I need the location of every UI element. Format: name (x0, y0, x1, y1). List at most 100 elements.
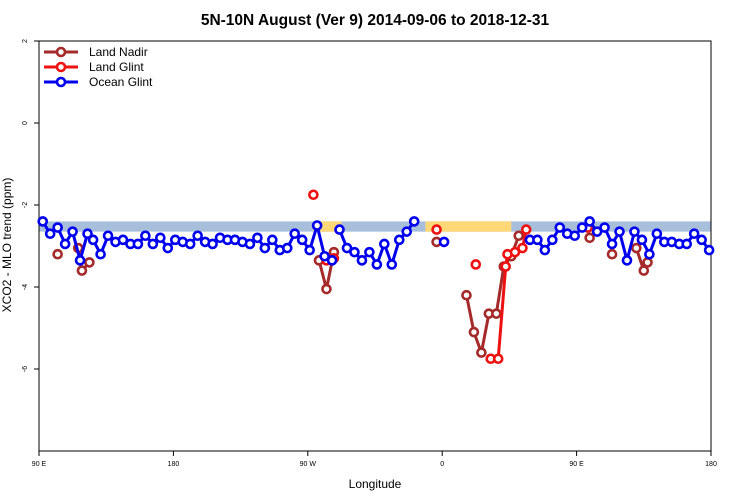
ocean-glint-point (334, 224, 345, 235)
land-nadir-point (638, 265, 650, 276)
chart-title: 5N-10N August (Ver 9) 2014-09-06 to 2018… (201, 12, 550, 29)
ocean-glint-point (341, 242, 353, 254)
y-tick-label: 0 (22, 121, 29, 125)
ocean-glint-point (296, 234, 308, 246)
ocean-glint-point (688, 228, 700, 239)
x-tick-label: 90 E (569, 461, 584, 468)
ocean-glint-point (379, 238, 390, 250)
legend-marker-land-glint (55, 61, 67, 73)
legend-marker-land-nadir (55, 46, 67, 58)
ocean-glint-point (584, 216, 595, 227)
band-2 (425, 221, 512, 232)
ocean-glint-point (386, 259, 398, 270)
y-axis-label: XCO2 - MLO trend (ppm) (0, 178, 14, 313)
land-nadir-point (476, 347, 487, 358)
ocean-glint-point (319, 250, 330, 262)
land-nadir-point (491, 308, 502, 319)
ocean-glint-point (192, 230, 203, 242)
ocean-glint-point (569, 230, 581, 242)
ocean-glint-point (636, 234, 648, 246)
ocean-glint-point (621, 255, 633, 266)
land-glint-point (509, 246, 521, 258)
ocean-glint-point (244, 238, 256, 250)
land-glint-point (431, 224, 442, 235)
ocean-glint-point (576, 222, 588, 233)
ocean-glint-point (606, 238, 618, 250)
ocean-glint-point (591, 226, 603, 237)
ocean-glint-point (207, 238, 218, 250)
ocean-glint-point (599, 222, 610, 233)
ocean-glint-point (184, 238, 196, 250)
ocean-glint-point (651, 228, 663, 239)
ocean-glint-point (267, 234, 278, 246)
y-tick-label: -2 (22, 202, 29, 208)
land-glint-point (470, 259, 482, 270)
ocean-glint-point (259, 242, 271, 254)
ocean-glint-point (82, 228, 93, 239)
ocean-glint-point (59, 238, 71, 250)
band-0 (39, 221, 711, 232)
land-nadir-point (52, 248, 63, 260)
ocean-glint-point (311, 220, 323, 231)
x-tick-label: 90 E (32, 461, 47, 468)
ocean-glint-point (438, 236, 450, 248)
ocean-glint-point (37, 216, 49, 227)
land-glint-point (492, 353, 504, 365)
land-glint-point (520, 224, 532, 235)
x-tick-label: 180 (168, 461, 180, 468)
land-glint-point (308, 189, 319, 201)
ocean-glint-point (252, 232, 263, 244)
ocean-glint-point (703, 244, 715, 256)
ocean-glint-point (289, 228, 301, 239)
ocean-glint-point (44, 228, 56, 239)
ocean-glint-point (52, 222, 63, 233)
ocean-glint-point (364, 246, 375, 258)
ocean-glint-point (681, 238, 693, 250)
ocean-glint-point (371, 259, 383, 270)
land-glint-point (517, 242, 528, 254)
ocean-glint-point (87, 234, 99, 246)
ocean-glint-point (539, 244, 551, 256)
legend-label-land-nadir: Land Nadir (89, 45, 148, 59)
ocean-glint-point (304, 244, 315, 256)
ocean-glint-point (696, 234, 707, 246)
ocean-glint-point (554, 222, 566, 233)
land-nadir-point (513, 230, 525, 242)
ocean-glint-point (67, 226, 78, 237)
ocean-glint-point (393, 234, 405, 246)
ocean-glint-point (117, 234, 129, 246)
x-tick-label: 90 W (300, 461, 317, 468)
ocean-glint-point (401, 226, 413, 237)
land-nadir-point (461, 289, 472, 301)
ocean-glint-point (74, 255, 86, 266)
band-1 (313, 221, 342, 232)
land-glint-point (500, 261, 511, 272)
ocean-glint-point (140, 230, 151, 242)
land-nadir-point (584, 232, 595, 244)
ocean-glint-point (155, 232, 166, 244)
land-nadir-point (84, 257, 95, 268)
ocean-glint-point (162, 242, 174, 254)
land-nadir-point (321, 283, 332, 295)
ocean-glint-point (147, 238, 159, 250)
y-tick-label: -4 (22, 284, 29, 290)
ocean-glint-point (132, 238, 144, 250)
land-nadir-point (468, 326, 480, 338)
ocean-glint-point (629, 226, 640, 237)
x-tick-label: 0 (440, 461, 444, 468)
legend-marker-ocean-glint (55, 76, 67, 88)
land-nadir-point (631, 242, 642, 254)
land-nadir-point (606, 248, 618, 260)
ocean-glint-point (102, 230, 114, 242)
ocean-glint-point (547, 234, 558, 246)
land-nadir-point (642, 257, 653, 268)
ocean-glint-point (349, 246, 360, 258)
legend-label-land-glint: Land Glint (89, 60, 144, 74)
y-tick-label: 2 (22, 39, 29, 43)
ocean-glint-point (281, 242, 293, 254)
ocean-glint-point (95, 248, 106, 260)
ocean-glint-point (326, 255, 338, 266)
y-tick-label: -6 (22, 366, 29, 372)
